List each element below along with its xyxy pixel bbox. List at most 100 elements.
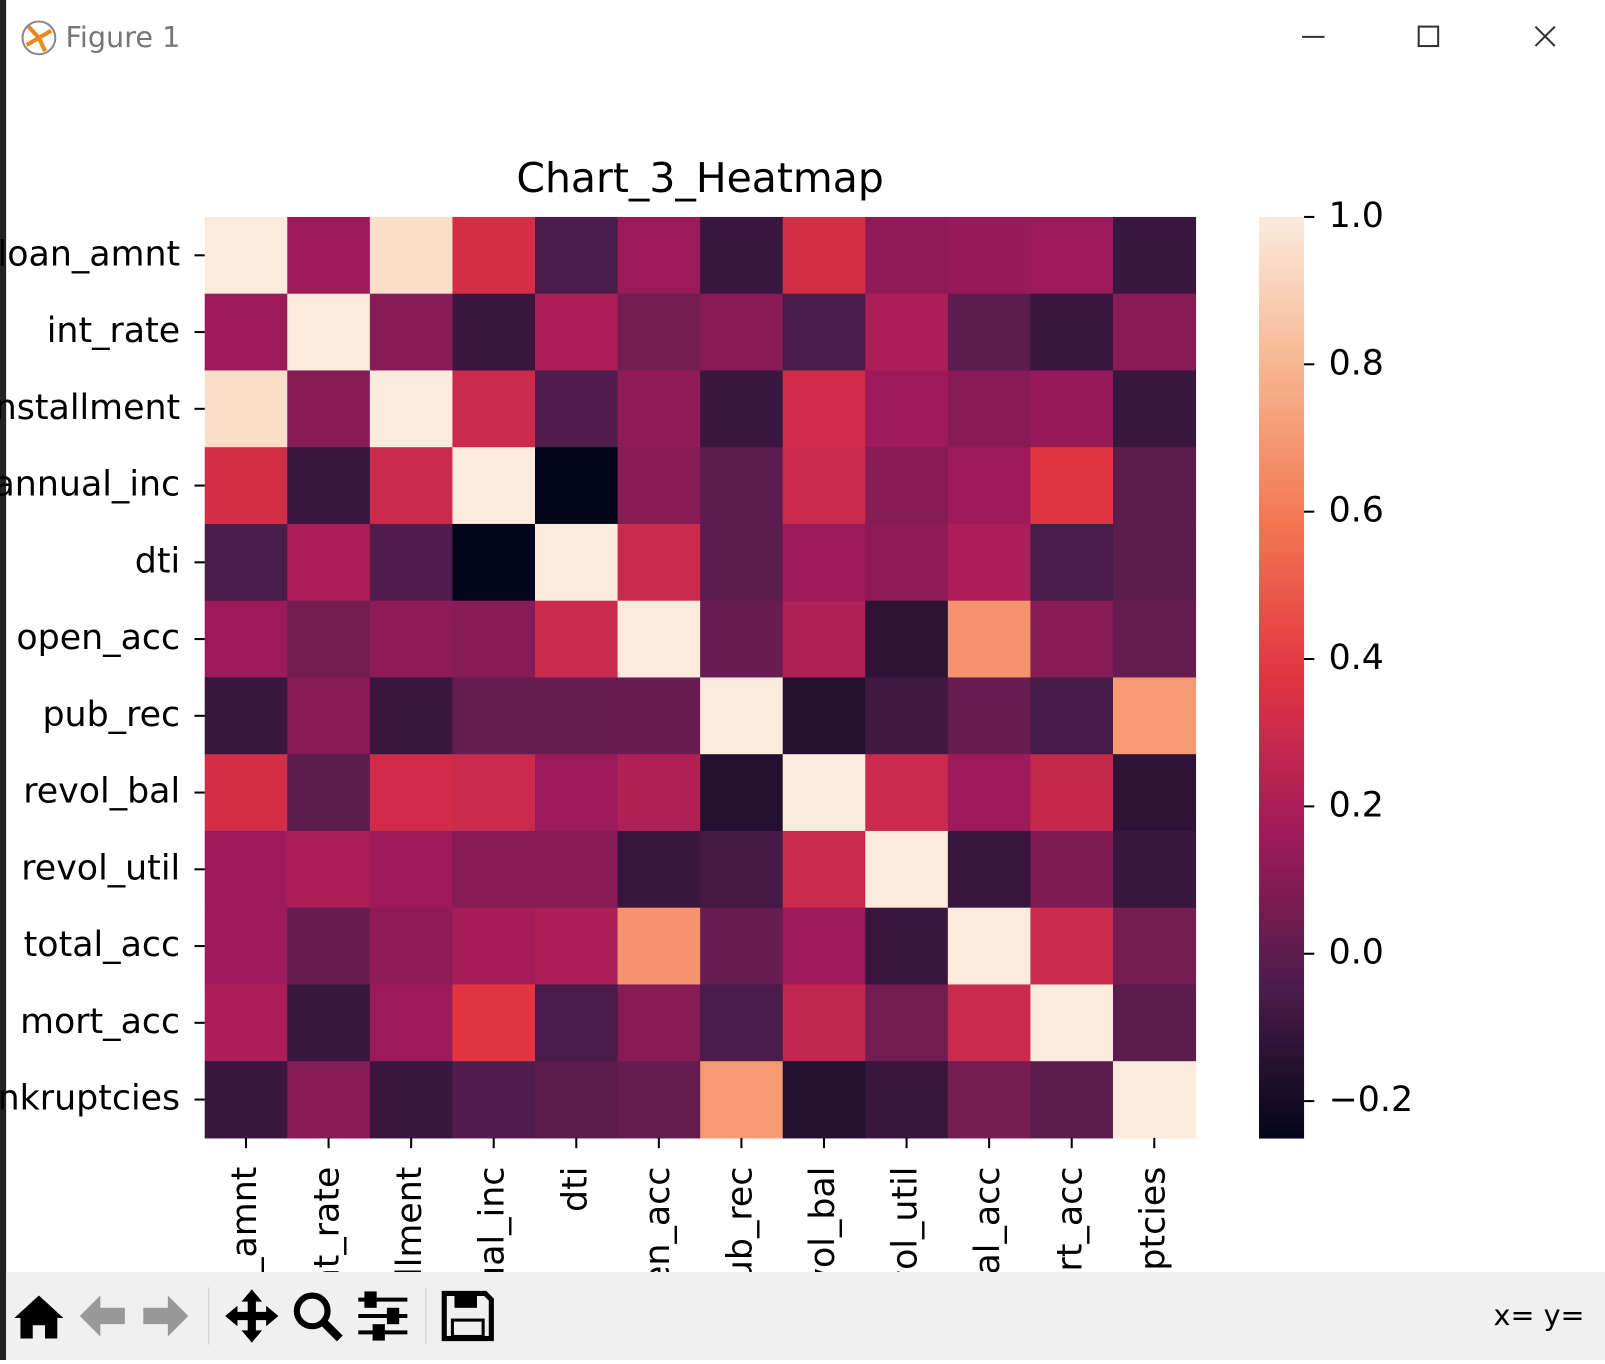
colorbar-segment	[1259, 953, 1305, 959]
colorbar-segment	[1259, 433, 1305, 439]
heatmap-cell	[452, 1061, 536, 1139]
heatmap-cell	[535, 447, 619, 525]
colorbar-segment	[1259, 461, 1305, 467]
colorbar-segment	[1259, 728, 1305, 734]
heatmap-cell	[369, 907, 453, 985]
colorbar-segment	[1259, 626, 1305, 633]
colorbar-segment	[1259, 705, 1305, 711]
colorbar-segment	[1259, 718, 1305, 725]
heatmap-cell	[782, 830, 866, 909]
heatmap-cell	[287, 984, 371, 1062]
colorbar-segment	[1259, 442, 1305, 448]
title-bar: Figure 1	[21, 20, 1556, 56]
heatmap-cell	[204, 754, 288, 832]
forward-button[interactable]	[143, 1295, 189, 1337]
colorbar-segment	[1259, 576, 1305, 582]
colorbar-segment	[1259, 663, 1305, 669]
heatmap-cell	[535, 907, 619, 985]
heatmap-cell	[782, 1061, 866, 1139]
colorbar-segment	[1259, 286, 1305, 292]
colorbar-segment	[1259, 617, 1305, 623]
heatmap-cell	[947, 1061, 1031, 1139]
colorbar-segment	[1259, 962, 1305, 969]
colorbar-segment	[1259, 378, 1305, 384]
y-tick-label: pub_rec	[42, 695, 180, 735]
colorbar-tick-label: −0.2	[1329, 1080, 1413, 1120]
heatmap-cell	[617, 293, 701, 371]
y-tick-label: installment	[0, 388, 180, 428]
colorbar-segment	[1259, 612, 1305, 619]
colorbar-segment	[1259, 290, 1305, 296]
colorbar-segment	[1259, 520, 1305, 527]
colorbar-segment	[1259, 603, 1305, 609]
heatmap-cell	[1112, 984, 1197, 1062]
heatmap-cell	[1112, 447, 1197, 525]
colorbar-segment	[1259, 810, 1305, 817]
colorbar-segment	[1259, 401, 1305, 407]
colorbar-segment	[1259, 262, 1305, 269]
maximize-button[interactable]	[1417, 25, 1440, 48]
colorbar-segment	[1259, 580, 1305, 586]
heatmap-cell	[535, 523, 619, 602]
close-button[interactable]	[1534, 25, 1556, 47]
colorbar-segment	[1259, 382, 1305, 388]
colorbar-segment	[1259, 995, 1305, 1001]
back-button[interactable]	[79, 1295, 125, 1337]
colorbar-segment	[1259, 1078, 1305, 1084]
colorbar-segment	[1259, 861, 1305, 867]
heatmap-cell	[1030, 447, 1114, 525]
zoom-button[interactable]	[293, 1292, 343, 1342]
colorbar-segment	[1259, 907, 1305, 913]
heatmap-cell	[369, 293, 453, 371]
colorbar-segment	[1259, 322, 1305, 329]
colorbar-segment	[1259, 497, 1305, 504]
home-button[interactable]	[14, 1295, 64, 1339]
heatmap-cell	[617, 447, 701, 525]
colorbar-segment	[1259, 783, 1305, 789]
colorbar-tick-label: 0.4	[1329, 638, 1384, 678]
colorbar-segment	[1259, 350, 1305, 356]
colorbar-segment	[1259, 465, 1305, 471]
colorbar-segment	[1259, 774, 1305, 780]
colorbar-segment	[1259, 1059, 1305, 1065]
colorbar-segment	[1259, 511, 1305, 517]
colorbar-segment	[1259, 691, 1305, 697]
colorbar-segment	[1259, 1110, 1305, 1116]
heatmap-cell	[1030, 830, 1114, 909]
heatmap-cell	[452, 293, 536, 371]
colorbar-segment	[1259, 622, 1305, 628]
colorbar-segment	[1259, 332, 1305, 338]
colorbar-segment	[1259, 534, 1305, 540]
colorbar-segment	[1259, 437, 1305, 444]
colorbar-tick-label: 0.8	[1329, 343, 1384, 383]
heatmap-cell	[865, 1061, 949, 1139]
colorbar-tick-label: 0.6	[1329, 491, 1384, 531]
y-tick-label: annual_inc	[0, 465, 180, 505]
heatmap-cell	[204, 600, 288, 678]
pan-button[interactable]	[225, 1289, 279, 1343]
colorbar-segment	[1259, 1055, 1305, 1061]
colorbar-segment	[1259, 309, 1305, 315]
y-tick-label: mort_acc	[20, 1002, 180, 1042]
heatmap-cell	[782, 216, 866, 295]
configure-button[interactable]	[358, 1291, 408, 1341]
colorbar-segment	[1259, 479, 1305, 485]
heatmap-cell	[1112, 600, 1197, 678]
save-button[interactable]	[441, 1290, 494, 1342]
colorbar-segment	[1259, 414, 1305, 421]
colorbar-segment	[1259, 631, 1305, 637]
colorbar-segment	[1259, 893, 1305, 900]
colorbar-segment	[1259, 272, 1305, 278]
colorbar-segment	[1259, 714, 1305, 720]
colorbar-segment	[1259, 659, 1305, 665]
chart-title: Chart_3_Heatmap	[516, 154, 883, 202]
colorbar-segment	[1259, 355, 1305, 361]
heatmap-cell	[947, 523, 1031, 602]
heatmap-cell	[700, 370, 784, 448]
heatmap-cell	[287, 1061, 371, 1139]
y-tick-label: int_rate	[47, 311, 180, 351]
colorbar-segment	[1259, 1096, 1305, 1102]
colorbar-segment	[1259, 1008, 1305, 1015]
colorbar-segment	[1259, 857, 1305, 863]
colorbar-segment	[1259, 364, 1305, 370]
